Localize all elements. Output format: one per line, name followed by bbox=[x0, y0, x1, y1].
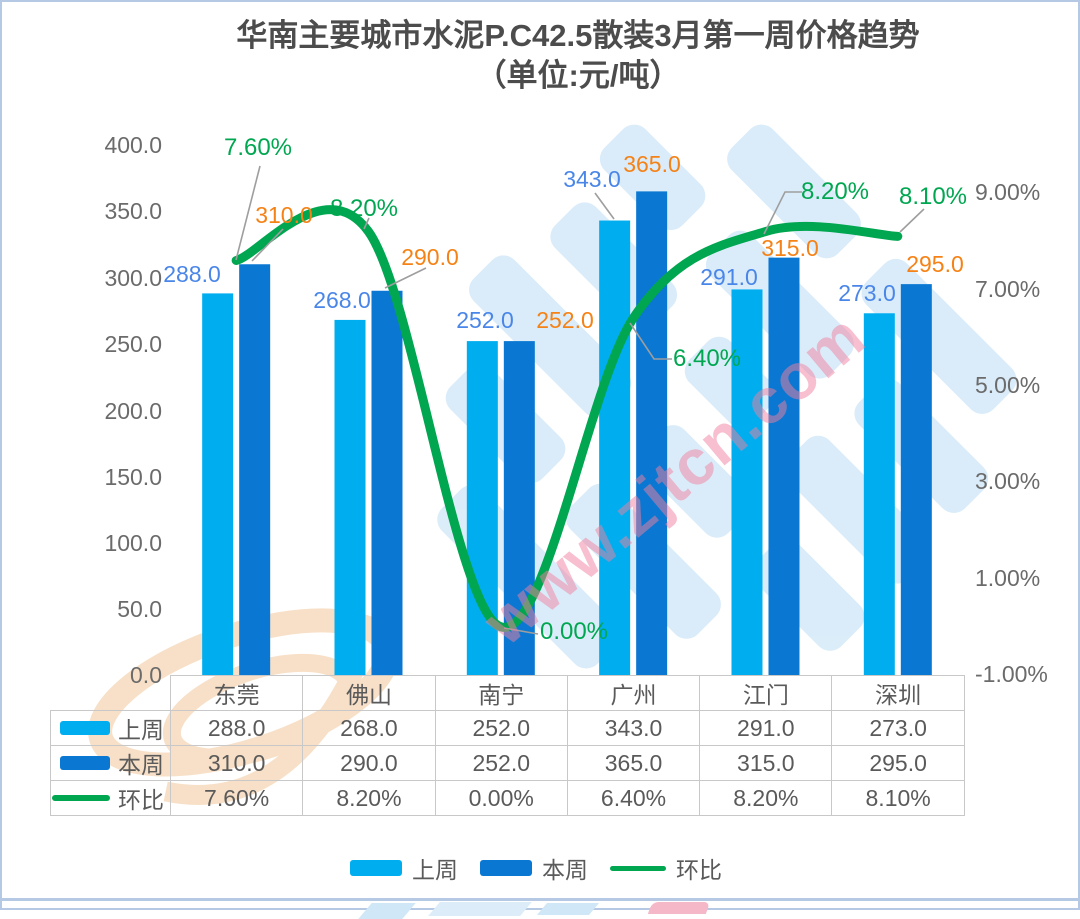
leader-line-1 bbox=[363, 217, 370, 230]
strip-shape-pink-1 bbox=[647, 902, 711, 914]
table-corner-empty bbox=[51, 676, 171, 711]
legend-label-2: 环比 bbox=[676, 857, 722, 883]
bar-series0-cat1 bbox=[334, 319, 366, 675]
leader-line-2 bbox=[251, 228, 284, 262]
bar-series1-cat0 bbox=[239, 264, 271, 675]
legend-key-swatch-1 bbox=[60, 756, 110, 770]
legend-swatch-0 bbox=[350, 860, 402, 876]
bar-series1-cat1 bbox=[371, 290, 403, 675]
legend-key-label-0: 上周 bbox=[118, 717, 164, 743]
table-cell-series0-cat1: 268.0 bbox=[302, 710, 436, 746]
leader-line-0 bbox=[235, 165, 261, 261]
table-cell-series1-cat4: 315.0 bbox=[699, 745, 833, 781]
table-cell-series0-cat3: 343.0 bbox=[566, 710, 701, 746]
leader-line-5 bbox=[503, 627, 539, 635]
leader-line-6 bbox=[629, 322, 672, 360]
table-row-key-series1: 本周 bbox=[50, 745, 171, 781]
legend-swatch-1 bbox=[480, 860, 532, 876]
table-cell-series1-cat0: 310.0 bbox=[169, 745, 304, 781]
bar-series0-cat3 bbox=[599, 220, 631, 675]
table-cell-series0-cat0: 288.0 bbox=[169, 710, 304, 746]
table-cell-series2-cat4: 8.20% bbox=[699, 780, 833, 816]
data-table: 东莞 佛山 南宁 广州 江门 深圳 上周 288.0 268.0 252.0 343.0 291.0 2… bbox=[50, 675, 965, 816]
leader-line-3 bbox=[384, 267, 427, 289]
leader-line-8 bbox=[899, 208, 925, 233]
table-cell-series2-cat1: 8.20% bbox=[302, 780, 436, 816]
table-cell-series0-cat2: 252.0 bbox=[434, 710, 568, 746]
line-series-huanbi bbox=[231, 205, 903, 632]
legend-key-swatch-0 bbox=[60, 721, 110, 735]
bar-series0-cat5 bbox=[863, 313, 895, 675]
table-cell-series2-cat0: 7.60% bbox=[169, 780, 304, 816]
table-cell-series0-cat5: 273.0 bbox=[831, 710, 965, 746]
table-cell-series0-cat4: 291.0 bbox=[699, 710, 833, 746]
bar-series1-cat3 bbox=[636, 191, 668, 675]
title-line2: （单位:元/吨） bbox=[475, 58, 681, 93]
table-cell-series2-cat3: 6.40% bbox=[566, 780, 701, 816]
table-header-cat4: 江门 bbox=[699, 675, 833, 711]
chart-legend: 上周 本周 环比 bbox=[2, 851, 1080, 885]
legend-label-1: 本周 bbox=[542, 857, 588, 883]
legend-label-0: 上周 bbox=[412, 857, 458, 883]
bar-series1-cat5 bbox=[900, 284, 932, 675]
logo-tile bbox=[599, 124, 706, 231]
table-row-key-series0: 上周 bbox=[50, 710, 171, 746]
table-row-key-series2: 环比 bbox=[50, 780, 171, 816]
leader-line-7 bbox=[763, 191, 802, 235]
table-cell-series1-cat1: 290.0 bbox=[302, 745, 436, 781]
logo-tile bbox=[861, 258, 1017, 414]
table-header-cat3: 广州 bbox=[566, 675, 701, 711]
table-cell-series1-cat2: 252.0 bbox=[434, 745, 568, 781]
bar-series0-cat4 bbox=[731, 289, 763, 675]
title-line1: 华南主要城市水泥P.C42.5散装3月第一周价格趋势 bbox=[236, 18, 920, 53]
table-cell-series2-cat5: 8.10% bbox=[831, 780, 965, 816]
logo-tile bbox=[469, 255, 632, 418]
bar-series0-cat0 bbox=[202, 293, 234, 675]
table-header-cat1: 佛山 bbox=[302, 675, 436, 711]
legend-key-label-2: 环比 bbox=[118, 787, 164, 813]
legend-key-swatch-2 bbox=[52, 795, 110, 801]
table-header-cat0: 东莞 bbox=[169, 675, 304, 711]
table-header-cat2: 南宁 bbox=[434, 675, 568, 711]
table-cell-series2-cat2: 0.00% bbox=[434, 780, 568, 816]
legend-key-label-1: 本周 bbox=[118, 752, 164, 778]
bar-series1-cat4 bbox=[768, 257, 800, 675]
table-cell-series1-cat3: 365.0 bbox=[566, 745, 701, 781]
frame-divider bbox=[2, 898, 1078, 901]
leader-line-4 bbox=[594, 192, 615, 220]
strip-shape-blue-2 bbox=[428, 902, 532, 916]
table-cell-series1-cat5: 295.0 bbox=[831, 745, 965, 781]
page-title: 华南主要城市水泥P.C42.5散装3月第一周价格趋势 （单位:元/吨） bbox=[74, 16, 1080, 96]
table-header-cat5: 深圳 bbox=[831, 675, 965, 711]
strip-shape-blue-3 bbox=[536, 903, 600, 915]
legend-swatch-2 bbox=[610, 865, 666, 871]
